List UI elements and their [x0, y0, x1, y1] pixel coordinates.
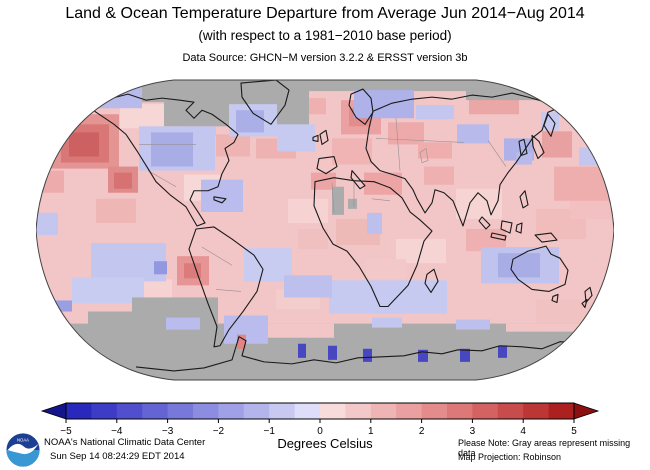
- svg-text:−4: −4: [111, 426, 123, 437]
- colorbar-units-label: Degrees Celsius: [277, 436, 373, 451]
- svg-text:−1: −1: [263, 426, 275, 437]
- missing-data-note: Please Note: Gray areas represent missin…: [458, 438, 631, 458]
- anomaly-grid-cells: [36, 80, 614, 380]
- footer-timestamp: Sun Sep 14 08:24:29 EDT 2014: [50, 451, 185, 462]
- world-map: [36, 79, 614, 381]
- projection-outline: [36, 79, 614, 381]
- data-source-line: Data Source: GHCN−M version 3.2.2 & ERSS…: [182, 52, 468, 64]
- svg-text:5: 5: [571, 426, 577, 437]
- footer-org-text: NOAA's National Climatic Data Center: [44, 437, 206, 448]
- projection-note: Map Projection: Robinson: [458, 452, 562, 462]
- svg-text:3: 3: [470, 426, 476, 437]
- svg-text:−5: −5: [60, 426, 72, 437]
- svg-text:2: 2: [419, 426, 425, 437]
- svg-text:−2: −2: [213, 426, 225, 437]
- svg-text:0: 0: [317, 426, 323, 437]
- page-title: Land & Ocean Temperature Departure from …: [65, 5, 585, 22]
- noaa-logo-icon: NOAA: [6, 433, 40, 467]
- color-scale: −5 −4 −3 −2 −1 0 1 2 3 4 5: [40, 402, 600, 437]
- country-borders: [139, 118, 507, 292]
- svg-text:4: 4: [520, 426, 526, 437]
- page-subtitle: (with respect to a 1981−2010 base period…: [198, 28, 452, 43]
- coastlines: [78, 80, 607, 372]
- svg-text:1: 1: [368, 426, 374, 437]
- color-scale-ticks: −5 −4 −3 −2 −1 0 1 2 3 4 5: [60, 419, 577, 437]
- svg-text:−3: −3: [162, 426, 174, 437]
- noaa-logo-text: NOAA: [17, 438, 29, 443]
- color-scale-cells: [40, 402, 600, 420]
